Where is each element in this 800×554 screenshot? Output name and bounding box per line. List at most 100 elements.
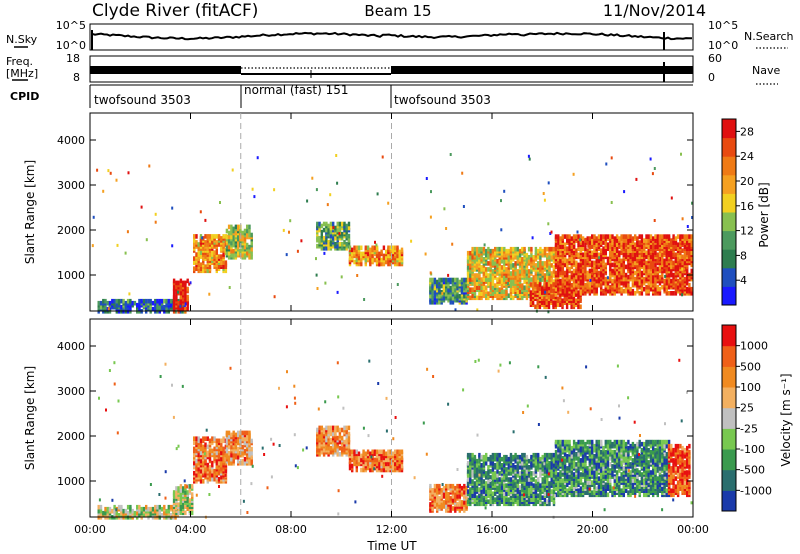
- data-cell: [250, 454, 253, 460]
- data-cell: [670, 291, 673, 296]
- data-cell: [550, 284, 553, 289]
- data-cell: [108, 300, 112, 306]
- nave-label: Nave: [752, 64, 780, 77]
- data-cell: [193, 234, 196, 239]
- data-cell: [230, 234, 233, 240]
- scatter-cell: [441, 291, 444, 295]
- data-cell: [454, 492, 457, 497]
- data-cell: [525, 285, 529, 290]
- data-cell: [536, 298, 539, 303]
- data-cell: [336, 425, 339, 431]
- data-cell: [348, 449, 352, 455]
- data-cell: [440, 283, 443, 289]
- data-cell: [672, 291, 675, 296]
- data-cell: [211, 234, 214, 239]
- data-cell: [572, 260, 576, 266]
- data-cell: [577, 284, 580, 290]
- data-cell: [360, 457, 363, 463]
- data-cell: [224, 260, 228, 265]
- data-cell: [667, 250, 671, 256]
- data-cell: [570, 288, 573, 294]
- data-cell: [507, 277, 510, 282]
- data-cell: [604, 262, 607, 268]
- data-cell: [561, 276, 564, 282]
- cpid-segment-3: twofsound 3503: [394, 93, 491, 107]
- data-cell: [179, 278, 183, 284]
- data-cell: [640, 252, 644, 258]
- data-cell: [521, 246, 524, 252]
- data-cell: [622, 234, 625, 239]
- data-cell: [584, 246, 587, 251]
- data-cell: [186, 294, 189, 300]
- data-cell: [500, 265, 504, 270]
- data-cell: [316, 221, 319, 227]
- data-cell: [690, 240, 693, 245]
- data-cell: [204, 234, 207, 239]
- data-cell: [577, 262, 580, 268]
- data-cell: [521, 495, 524, 500]
- data-cell: [184, 294, 187, 300]
- data-cell: [179, 498, 183, 503]
- nave-tick-top: 60: [708, 52, 722, 65]
- nave-tick-bottom: 0: [708, 71, 715, 84]
- data-cell: [505, 461, 508, 466]
- data-cell: [570, 294, 573, 299]
- data-cell: [215, 250, 218, 255]
- data-cell: [208, 252, 212, 257]
- data-cell: [529, 290, 533, 295]
- data-cell: [487, 479, 490, 484]
- data-cell: [674, 244, 678, 249]
- scatter-cell: [543, 198, 546, 202]
- data-cell: [496, 287, 499, 292]
- data-cell: [636, 236, 639, 241]
- data-cell: [552, 255, 556, 260]
- data-cell: [133, 510, 137, 516]
- scatter-cell: [381, 155, 384, 159]
- data-cell: [391, 461, 395, 467]
- freq-tick-top: 18: [66, 52, 80, 65]
- data-cell: [602, 258, 605, 264]
- data-cell: [451, 490, 455, 495]
- data-cell: [197, 262, 200, 267]
- data-cell: [683, 260, 687, 266]
- data-cell: [581, 288, 585, 294]
- data-cell: [674, 286, 678, 292]
- data-cell: [243, 252, 247, 258]
- data-cell: [647, 234, 650, 239]
- data-cell: [512, 271, 515, 276]
- scatter-cell: [447, 273, 450, 277]
- data-cell: [568, 278, 571, 284]
- data-cell: [480, 469, 483, 474]
- data-cell: [243, 448, 247, 454]
- scatter-cell: [91, 244, 94, 248]
- scatter-cell: [612, 269, 615, 273]
- data-cell: [204, 240, 207, 245]
- data-cell: [552, 273, 556, 278]
- data-cell: [496, 469, 499, 474]
- data-cell: [398, 467, 401, 473]
- data-cell: [322, 427, 326, 433]
- data-cell: [640, 248, 644, 253]
- data-cell: [172, 513, 175, 518]
- data-cell: [156, 510, 159, 516]
- scatter-cell: [311, 176, 314, 180]
- data-cell: [570, 270, 573, 276]
- data-cell: [611, 234, 614, 239]
- data-cell: [172, 508, 176, 513]
- data-cell: [581, 278, 585, 284]
- data-cell: [353, 245, 356, 251]
- data-cell: [538, 304, 542, 310]
- data-cell: [534, 246, 538, 252]
- data-cell: [243, 430, 247, 436]
- scatter-cell: [681, 267, 684, 271]
- data-cell: [584, 268, 587, 274]
- data-cell: [375, 449, 379, 455]
- data-blob: [429, 483, 468, 513]
- data-cell: [465, 277, 468, 283]
- data-cell: [99, 304, 103, 310]
- data-cell: [451, 295, 455, 301]
- data-cell: [175, 490, 178, 495]
- data-cell: [640, 234, 644, 239]
- data-cell: [652, 236, 655, 241]
- data-cell: [122, 508, 125, 514]
